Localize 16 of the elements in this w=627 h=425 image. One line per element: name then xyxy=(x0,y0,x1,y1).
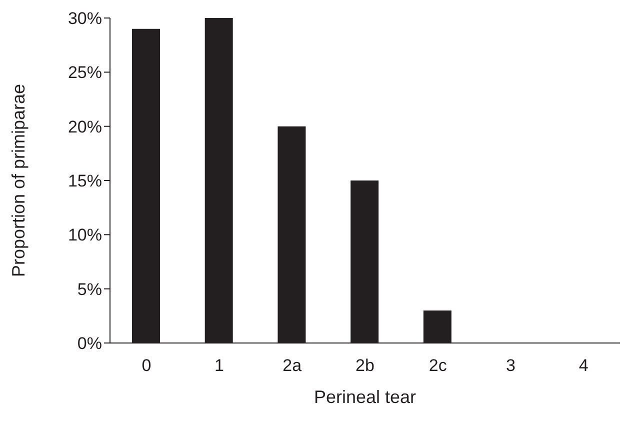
x-tick-label: 4 xyxy=(578,356,588,376)
y-tick-label: 30% xyxy=(68,9,102,28)
y-tick-label: 20% xyxy=(68,117,102,136)
x-tick-label: 2b xyxy=(356,356,374,376)
y-tick-label: 25% xyxy=(68,63,102,82)
y-tick-label: 0% xyxy=(77,334,102,354)
x-tick-label: 3 xyxy=(506,356,516,376)
y-tick-label: 10% xyxy=(68,226,102,245)
x-tick-label: 0 xyxy=(142,356,152,376)
x-tick-label: 1 xyxy=(214,356,224,376)
y-tick-label: 15% xyxy=(68,172,102,191)
y-axis-title: Proportion of primiparae xyxy=(8,84,28,278)
x-axis-title: Perineal tear xyxy=(314,387,416,407)
y-tick-label: 5% xyxy=(77,280,102,299)
x-tick-label: 2a xyxy=(282,356,302,376)
x-tick-label: 2c xyxy=(428,356,448,376)
